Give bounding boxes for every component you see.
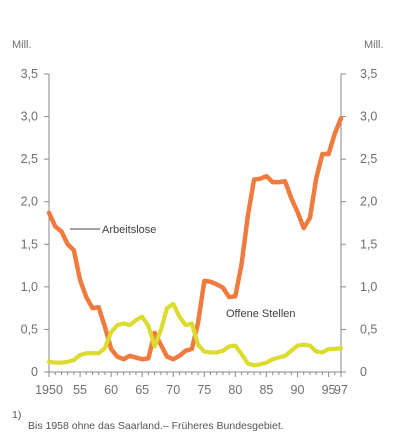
x-tick-label: 95 <box>322 383 336 397</box>
left-y-tick-label: 0 <box>31 365 38 379</box>
x-tick-label: 85 <box>259 383 273 397</box>
right-y-tick-label: 0,5 <box>360 322 377 336</box>
x-tick-label: 75 <box>197 383 211 397</box>
arbeitslose-series-line <box>46 116 344 362</box>
footnote-text: Bis 1958 ohne das Saarland.– Früheres Bu… <box>28 420 284 432</box>
right-unit-label: Mill. <box>364 39 384 51</box>
offene-stellen-label: Offene Stellen <box>226 308 296 320</box>
right-y-tick-label: 2,5 <box>360 152 377 166</box>
labels-group: 0 0 0,5 0,5 1,0 1,0 1,5 1,5 2,0 2,0 2,5 2,5 3,0 3,0 3,… <box>21 67 378 397</box>
left-y-tick-label: 3,5 <box>21 67 38 81</box>
right-y-tick-label: 0 <box>360 365 367 379</box>
x-tick-label: 65 <box>135 383 149 397</box>
x-tick-label: 97 <box>334 383 348 397</box>
right-y-tick-label: 2,0 <box>360 195 377 209</box>
right-y-tick-label: 3,5 <box>360 67 377 81</box>
offene-stellen-series-line <box>46 301 344 368</box>
left-y-tick-label: 2,5 <box>21 152 38 166</box>
left-y-tick-label: 1,0 <box>21 280 38 294</box>
x-tick-label: 90 <box>291 383 305 397</box>
left-y-tick-label: 0,5 <box>21 322 38 336</box>
series-group <box>46 116 344 368</box>
right-y-tick-label: 1,0 <box>360 280 377 294</box>
x-tick-label: 55 <box>73 383 87 397</box>
left-y-tick-label: 3,0 <box>21 110 38 124</box>
x-tick-label: 80 <box>228 383 242 397</box>
x-tick-label: 70 <box>166 383 180 397</box>
left-unit-label: Mill. <box>12 39 32 51</box>
footnote-superscript: 1) <box>12 409 21 421</box>
left-y-tick-label: 2,0 <box>21 195 38 209</box>
right-y-tick-label: 1,5 <box>360 237 377 251</box>
arbeitslose-label: Arbeitslose <box>102 224 156 236</box>
x-tick-label: 60 <box>104 383 118 397</box>
right-y-tick-label: 3,0 <box>360 110 377 124</box>
x-tick-label: 1950 <box>35 383 63 397</box>
left-y-tick-label: 1,5 <box>21 237 38 251</box>
